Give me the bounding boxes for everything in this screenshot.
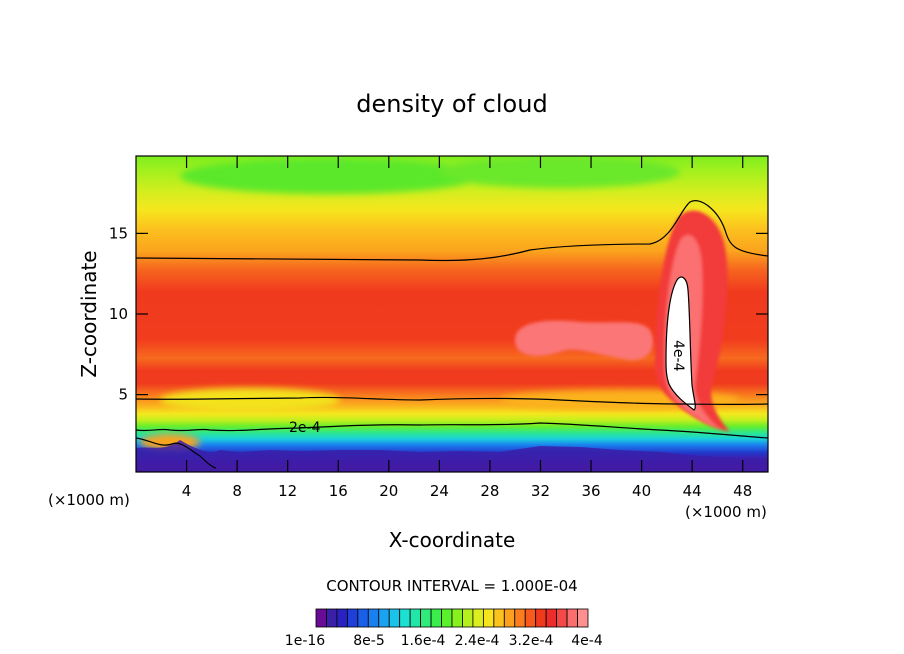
pink-core-region bbox=[515, 320, 654, 361]
x-axis-label: X-coordinate bbox=[389, 528, 516, 552]
colorbar-swatch bbox=[367, 608, 380, 628]
x-tick-label: 4 bbox=[182, 482, 192, 500]
x-unit-right: (×1000 m) bbox=[685, 503, 767, 521]
colorbar-swatch bbox=[462, 608, 474, 628]
contour-label-4e-4: 4e-4 bbox=[670, 340, 686, 372]
colorbar-swatch bbox=[399, 608, 411, 628]
colorbar-swatch bbox=[378, 608, 390, 628]
x-tick-label: 40 bbox=[632, 482, 651, 500]
cloud-base-layer bbox=[136, 440, 768, 472]
colorbar-swatch bbox=[388, 608, 401, 628]
colorbar-swatch bbox=[556, 608, 568, 628]
plot-area: 2e-4 4e-4 bbox=[136, 156, 768, 472]
y-tick-label: 5 bbox=[118, 386, 128, 404]
colorbar-label: 2.4e-4 bbox=[455, 633, 500, 649]
y-axis-ticks: 5 10 15 bbox=[109, 224, 768, 404]
colorbar-swatch bbox=[336, 608, 348, 628]
top-green-band bbox=[180, 158, 480, 194]
x-tick-label: 32 bbox=[531, 482, 550, 500]
colorbar-label: 1e-16 bbox=[285, 633, 325, 649]
x-axis-ticks: 4 8 12 16 20 24 28 32 36 40 44 48 bbox=[182, 156, 752, 500]
contour-interval-text: CONTOUR INTERVAL = 1.000E-04 bbox=[326, 577, 577, 595]
colorbar-swatch bbox=[514, 608, 526, 628]
colorbar-label: 8e-5 bbox=[353, 633, 384, 649]
x-tick-label: 24 bbox=[430, 482, 449, 500]
colorbar-swatch bbox=[315, 608, 327, 628]
x-tick-label: 28 bbox=[480, 482, 499, 500]
colorbar-swatch bbox=[503, 608, 516, 628]
x-unit-left: (×1000 m) bbox=[48, 491, 130, 509]
x-tick-label: 44 bbox=[683, 482, 702, 500]
colorbar-swatch bbox=[451, 608, 463, 628]
contour-lines bbox=[136, 200, 768, 469]
x-tick-label: 36 bbox=[581, 482, 600, 500]
colorbar-swatch bbox=[430, 608, 442, 628]
y-axis-label: Z-coordinate bbox=[77, 250, 101, 377]
x-tick-label: 48 bbox=[733, 482, 752, 500]
colorbar-label: 1.6e-4 bbox=[401, 633, 446, 649]
y-tick-label: 10 bbox=[109, 305, 128, 323]
colorbar-swatch bbox=[326, 608, 338, 628]
colorbar-swatch bbox=[420, 608, 432, 628]
colorbar-swatch bbox=[493, 608, 505, 628]
colorbar-swatch bbox=[577, 608, 589, 628]
colorbar-swatch bbox=[346, 608, 359, 628]
max-density-core bbox=[666, 277, 696, 410]
colorbar-swatch bbox=[482, 608, 495, 628]
colorbar-label: 3.2e-4 bbox=[509, 633, 554, 649]
x-tick-label: 20 bbox=[379, 482, 398, 500]
x-tick-label: 8 bbox=[232, 482, 242, 500]
chart-title: density of cloud bbox=[356, 90, 547, 118]
colorbar-swatch bbox=[357, 608, 369, 628]
colorbar-swatch bbox=[441, 608, 453, 628]
colorbar-label: 4e-4 bbox=[571, 633, 603, 649]
x-tick-label: 12 bbox=[278, 482, 297, 500]
colorbar-swatch bbox=[535, 608, 547, 628]
x-tick-label: 16 bbox=[329, 482, 348, 500]
colorbar-swatch bbox=[472, 608, 484, 628]
contour-label-2e-4: 2e-4 bbox=[289, 420, 321, 436]
colorbar-labels: 1e-16 8e-5 1.6e-4 2.4e-4 3.2e-4 4e-4 bbox=[285, 633, 603, 649]
colorbar bbox=[315, 608, 589, 628]
colorbar-swatch bbox=[409, 608, 422, 628]
colorbar-swatch bbox=[545, 608, 558, 628]
y-tick-label: 15 bbox=[109, 224, 128, 242]
contour-labels: 2e-4 4e-4 bbox=[289, 340, 686, 436]
colorbar-swatch bbox=[566, 608, 578, 628]
colorbar-swatch bbox=[524, 608, 537, 628]
